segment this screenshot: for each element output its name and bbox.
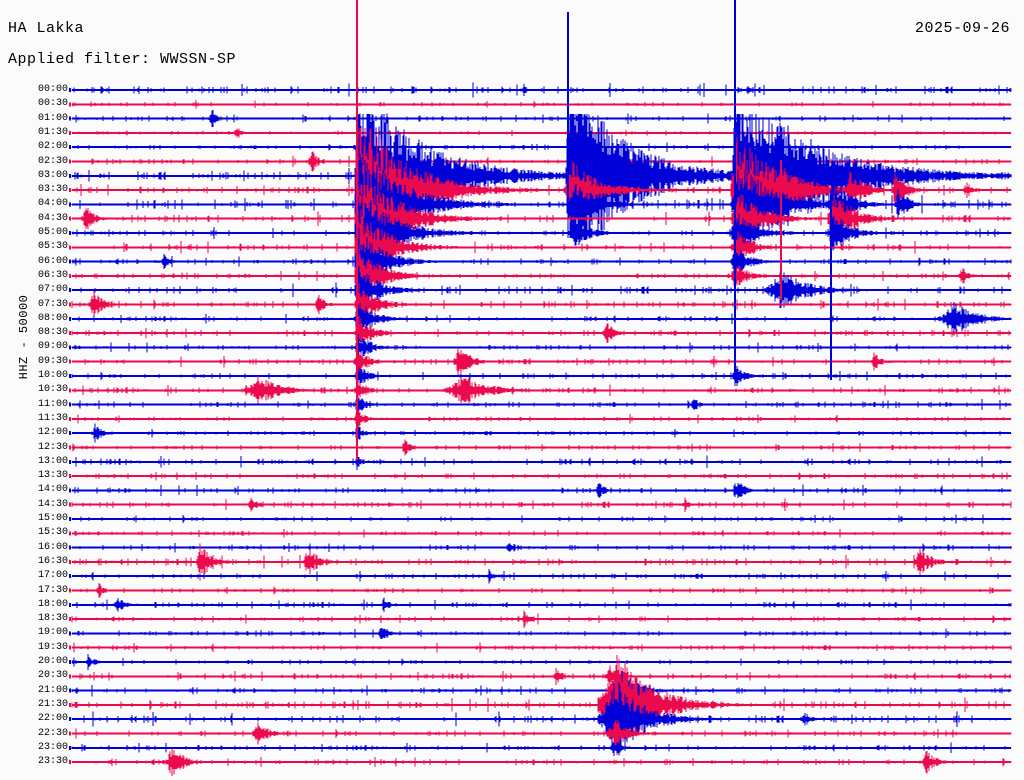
seismic-trace-row bbox=[69, 583, 1012, 598]
seismic-trace-row bbox=[69, 423, 1012, 443]
seismic-trace-row bbox=[69, 398, 1012, 411]
seismic-trace-row bbox=[69, 282, 1012, 327]
page-title: HA Lakka bbox=[8, 20, 85, 37]
seismic-trace-row bbox=[69, 628, 1012, 639]
seismic-trace-row bbox=[69, 149, 1012, 260]
seismic-trace-row bbox=[69, 569, 1012, 584]
seismic-trace-row bbox=[69, 82, 1012, 98]
seismic-trace-row bbox=[69, 497, 1012, 513]
seismic-trace-row bbox=[69, 653, 1012, 671]
seismic-trace-row bbox=[69, 655, 1012, 755]
seismic-trace-row bbox=[69, 483, 1012, 498]
seismic-trace-row bbox=[69, 742, 1012, 753]
seismic-trace-row bbox=[69, 99, 1012, 109]
seismic-trace-row bbox=[69, 298, 1012, 339]
seismic-trace-row bbox=[69, 597, 1012, 613]
seismic-trace-row bbox=[69, 110, 1012, 127]
seismic-trace-row bbox=[69, 363, 1012, 389]
seismic-trace-row bbox=[69, 266, 1012, 314]
seismic-trace-row bbox=[69, 209, 1012, 286]
seismic-trace-row bbox=[69, 453, 1012, 470]
seismic-trace-row bbox=[69, 179, 1012, 259]
seismic-trace-row bbox=[69, 316, 1012, 350]
seismic-trace-row bbox=[69, 670, 1012, 711]
applied-filter-label: Applied filter: WWSSN-SP bbox=[8, 51, 237, 68]
seismic-trace-row bbox=[69, 528, 1012, 538]
seismic-trace-row bbox=[69, 610, 1012, 628]
seismic-trace-row bbox=[69, 128, 1012, 138]
seismic-trace-row bbox=[69, 514, 1012, 524]
seismic-trace-row bbox=[69, 194, 1012, 272]
seismic-trace-row bbox=[69, 542, 1012, 553]
seismic-trace-row bbox=[69, 334, 1012, 361]
seismic-trace-row bbox=[69, 410, 1012, 428]
seismic-trace-row bbox=[69, 227, 1012, 296]
seismic-trace-row bbox=[69, 151, 1012, 172]
seismic-trace-row bbox=[69, 471, 1012, 481]
seismic-trace-row bbox=[69, 439, 1012, 456]
seismic-trace-row bbox=[69, 347, 1012, 376]
seismic-trace-row bbox=[69, 720, 1012, 747]
seismic-trace-row bbox=[69, 543, 1012, 581]
seismic-trace-row bbox=[69, 243, 1012, 309]
date-label: 2025-09-26 bbox=[914, 20, 1010, 37]
seismic-trace-row bbox=[69, 375, 1012, 405]
seismic-trace-row bbox=[69, 682, 1012, 757]
seismic-trace-row bbox=[69, 142, 1012, 152]
seismic-trace-row bbox=[69, 665, 1012, 687]
seismic-trace-row bbox=[69, 748, 1012, 776]
seismic-trace-row bbox=[69, 642, 1012, 653]
